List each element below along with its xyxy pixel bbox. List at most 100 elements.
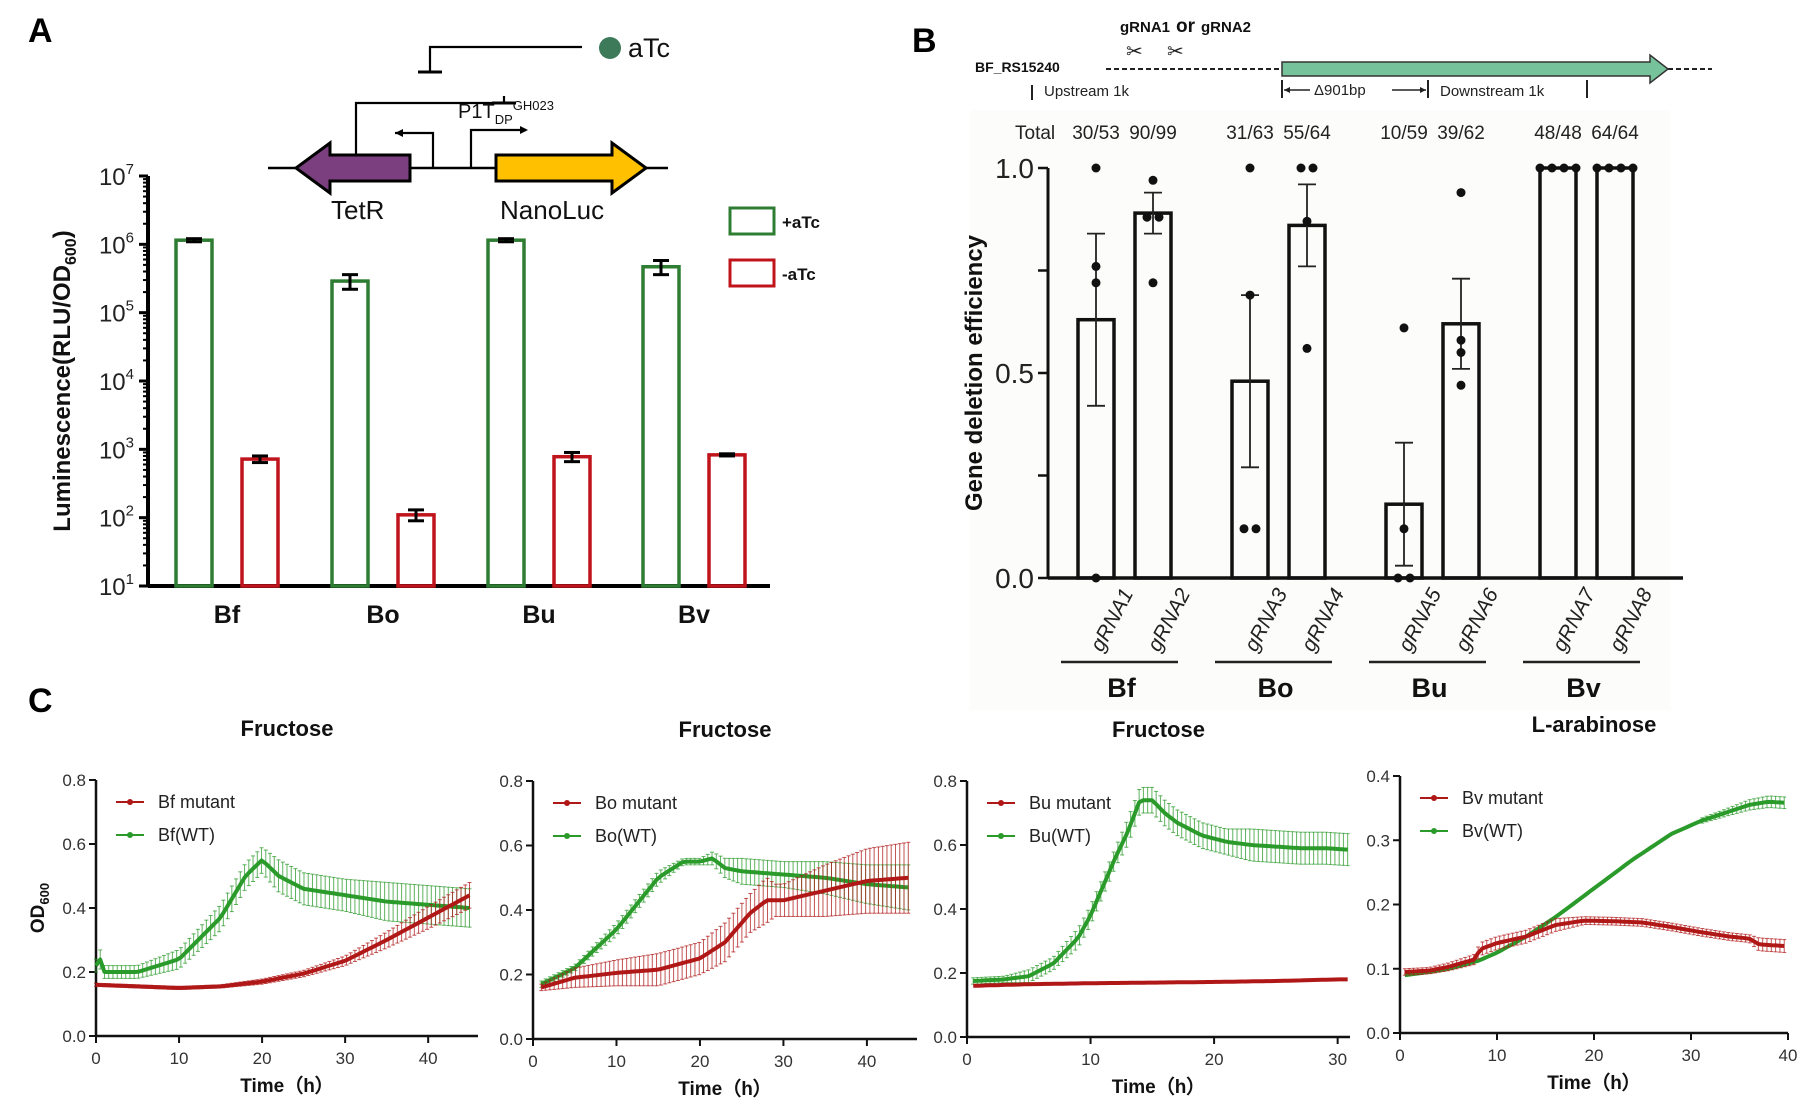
- y-tick-label: 0.8: [933, 772, 957, 791]
- y-tick-label: 0.6: [499, 837, 523, 856]
- atc-label: aTc: [628, 33, 670, 63]
- series-line: [1404, 799, 1785, 978]
- x-tick-label: 20: [1585, 1046, 1604, 1065]
- x-tick-label: 20: [1205, 1050, 1224, 1069]
- y-tick-label: 107: [99, 161, 134, 191]
- x-tick-label: 20: [253, 1049, 272, 1068]
- x-tick-label: 10: [1081, 1050, 1100, 1069]
- atc-molecule-icon: [599, 37, 621, 59]
- legend-label: +aTc: [782, 213, 820, 232]
- chart-c-growth-bu: Fructose 0.0 0.2 0.4 0.6 0.8 0 10 20 30 Time（h） Bu …: [933, 717, 1350, 1098]
- data-point: [1393, 573, 1403, 583]
- x-tick-label: 30: [1682, 1046, 1701, 1065]
- chart-title: L-arabinose: [1532, 712, 1657, 737]
- legend-marker: [127, 832, 133, 838]
- data-point: [1405, 573, 1415, 583]
- data-point: [1091, 163, 1101, 173]
- data-point: [1399, 323, 1409, 333]
- y-tick-label: 0.8: [62, 771, 86, 790]
- x-category-label: Bv: [678, 601, 710, 629]
- y-tick-label: 0.0: [499, 1030, 523, 1049]
- y-tick-label: 0.3: [1366, 831, 1390, 850]
- chart-c-growth-bo: Fructose 0.0 0.2 0.4 0.6 0.8 0 10 20 30 40 Time（h） B…: [499, 717, 917, 1100]
- series-line: [540, 875, 909, 990]
- legend-label: Bv mutant: [1462, 788, 1543, 808]
- bar: [330, 279, 370, 588]
- nanoluc-promoter-arrow: [469, 128, 526, 168]
- chart-title: Fructose: [241, 716, 334, 741]
- total-count: 64/64: [1591, 123, 1639, 144]
- legend-marker: [564, 800, 570, 806]
- data-point: [1399, 524, 1409, 534]
- data-point: [1091, 573, 1101, 583]
- total-count: 31/63: [1226, 123, 1274, 144]
- legend-label: Bf(WT): [158, 825, 215, 845]
- x-tick-label: 40: [857, 1052, 876, 1071]
- nanoluc-gene-arrow: [494, 140, 649, 196]
- y-tick-label: 0.2: [933, 964, 957, 983]
- bar: [486, 238, 526, 588]
- y-tick-label: 0.4: [499, 901, 523, 920]
- bar: [641, 264, 681, 588]
- nanoluc-label: NanoLuc: [500, 195, 604, 225]
- data-point: [1604, 163, 1614, 173]
- total-count: 30/53: [1072, 123, 1120, 144]
- y-tick-label: 0.1: [1366, 960, 1390, 979]
- legend-marker: [564, 833, 570, 839]
- y-tick-label: 105: [99, 298, 134, 328]
- y-tick-label: 0.2: [1366, 896, 1390, 915]
- chart-background: [970, 110, 1670, 710]
- x-tick-label: 0: [1395, 1046, 1404, 1065]
- series-line: [973, 977, 1348, 988]
- legend-marker: [1431, 795, 1437, 801]
- x-axis-label: Time（h）: [1547, 1071, 1641, 1094]
- atc-inhibition-line: [428, 45, 582, 72]
- legend-label: -aTc: [782, 265, 816, 284]
- chart-title: Fructose: [1112, 717, 1205, 742]
- chart-c-growth-bf: Fructose 0.0 0.2 0.4 0.6 0.8 0 10 20 30 40 Time（h） O…: [28, 716, 478, 1097]
- data-point: [1302, 343, 1312, 353]
- chart-title: Fructose: [679, 717, 772, 742]
- series-line: [973, 798, 1348, 983]
- data-point: [1559, 163, 1569, 173]
- y-tick-label: 104: [99, 366, 134, 396]
- target-gene-arrow: [1281, 53, 1670, 85]
- x-axis-label: Time（h）: [678, 1077, 772, 1100]
- x-tick-label: 30: [1328, 1050, 1347, 1069]
- grna-label: gRNA1 or gRNA2: [1120, 16, 1251, 37]
- series-line: [540, 856, 909, 986]
- total-count: 48/48: [1534, 123, 1582, 144]
- y-tick-label: 103: [99, 434, 134, 464]
- x-tick-label: 40: [1779, 1046, 1798, 1065]
- bar: [552, 454, 592, 588]
- data-point: [1308, 163, 1318, 173]
- y-tick-label: 0.4: [1366, 767, 1390, 786]
- series-line: [95, 893, 471, 990]
- x-tick-label: 40: [419, 1049, 438, 1068]
- bar: [240, 457, 280, 588]
- legend-label: Bo mutant: [595, 793, 677, 813]
- legend-marker: [127, 799, 133, 805]
- y-tick-label: 0.6: [62, 835, 86, 854]
- promoter-label: P1TDPGH023: [458, 98, 554, 127]
- y-tick-label: 106: [99, 229, 134, 259]
- y-tick-label: 0.0: [62, 1027, 86, 1046]
- data-point: [1456, 348, 1466, 357]
- legend-marker: [998, 833, 1004, 839]
- data-point: [1091, 278, 1101, 288]
- x-category-label: Bo: [366, 601, 399, 629]
- x-tick-label: 0: [528, 1052, 537, 1071]
- locus-label: BF_RS15240: [975, 59, 1060, 75]
- data-point: [1616, 163, 1626, 173]
- data-point: [1592, 163, 1602, 173]
- x-category-label: Bf: [214, 601, 241, 629]
- y-tick-label: 0.0: [933, 1028, 957, 1047]
- panel-label-b: B: [912, 22, 937, 60]
- data-point: [1142, 212, 1152, 222]
- x-category-label: Bu: [522, 601, 555, 629]
- data-point: [1239, 524, 1249, 534]
- legend-label: Bf mutant: [158, 792, 235, 812]
- total-count: 55/64: [1283, 123, 1331, 144]
- data-point: [1547, 163, 1557, 173]
